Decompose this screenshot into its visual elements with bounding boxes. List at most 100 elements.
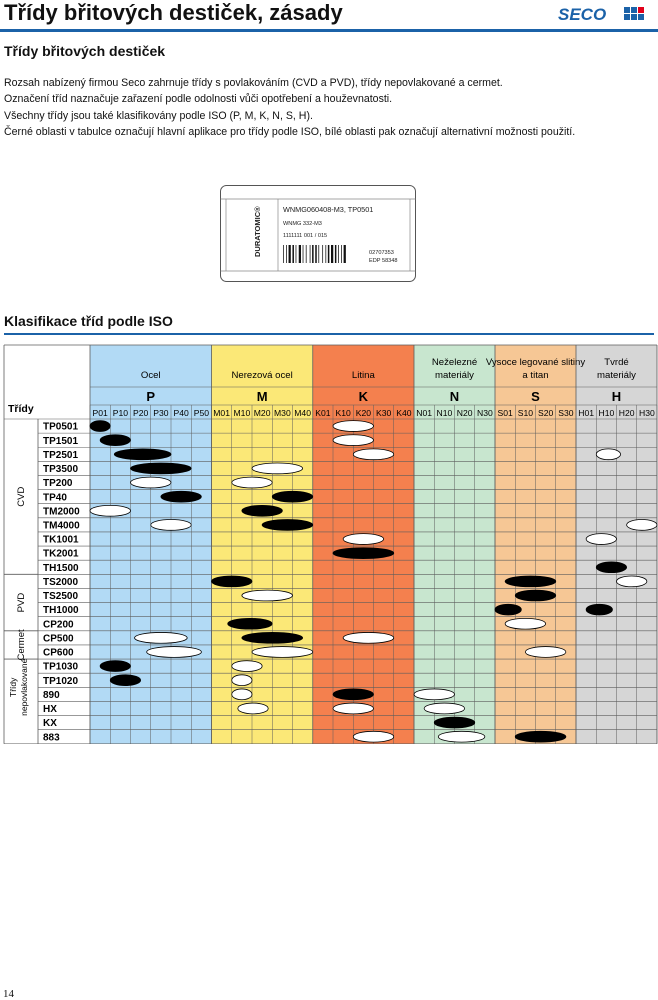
column-label: N30: [477, 408, 493, 418]
group-column-m: [211, 345, 313, 744]
table-header: Ocel P P01 P10 P20 P30 P40 P50 Nerezová ocel M M01…: [8, 357, 655, 418]
svg-text:WNMG060408-M3, TP0501: WNMG060408-M3, TP0501: [283, 205, 373, 214]
main-application-mark: [433, 716, 476, 729]
column-label: N10: [436, 408, 452, 418]
group-letter: N: [450, 389, 459, 404]
main-application-mark: [241, 504, 283, 517]
alternative-application-mark: [437, 730, 486, 743]
alternative-application-mark: [616, 575, 648, 588]
alternative-application-mark: [332, 420, 374, 432]
column-label: K20: [356, 408, 372, 418]
page-title: Třídy břitových destiček, zásady: [4, 0, 343, 25]
group-name: Litina: [352, 370, 376, 381]
alternative-application-mark: [504, 617, 547, 630]
main-application-mark: [99, 660, 131, 672]
grade-name: TS2000: [43, 577, 78, 588]
group-name: a titan: [522, 370, 548, 381]
main-application-mark: [332, 688, 374, 701]
page-number: 14: [3, 988, 14, 1000]
alternative-application-mark: [352, 730, 395, 743]
grade-name: KX: [43, 718, 57, 729]
table-grid: [3, 344, 658, 745]
column-label: S01: [497, 408, 513, 418]
section-heading-iso: Klasifikace tříd podle ISO: [4, 313, 173, 329]
alternative-application-mark: [352, 448, 395, 461]
alternative-application-mark: [524, 646, 567, 658]
main-application-mark: [99, 434, 131, 446]
alternative-application-mark: [423, 702, 466, 715]
svg-text:DURATOMIC®: DURATOMIC®: [253, 206, 262, 257]
alternative-application-mark: [595, 448, 621, 461]
main-application-mark: [271, 490, 314, 503]
main-application-mark: [241, 632, 304, 644]
column-label: P50: [194, 408, 210, 418]
column-label: M30: [274, 408, 291, 418]
alternative-application-mark: [134, 632, 188, 644]
column-label: M10: [234, 408, 251, 418]
column-label: K40: [396, 408, 412, 418]
group-name: Tvrdé: [604, 357, 629, 368]
main-application-mark: [585, 603, 613, 616]
main-application-mark: [514, 589, 557, 602]
main-application-mark: [514, 730, 567, 743]
grade-column: [4, 345, 90, 744]
grade-name: 883: [43, 732, 60, 743]
alternative-application-mark: [89, 504, 131, 517]
column-label: H10: [598, 408, 614, 418]
alternative-application-mark: [231, 688, 253, 701]
intro-paragraph: Označení tříd naznačuje zařazení podle o…: [4, 93, 393, 106]
svg-text:EDP 58348: EDP 58348: [369, 258, 398, 264]
grade-name: TP1020: [43, 676, 78, 687]
column-label: S30: [558, 408, 574, 418]
main-application-mark: [595, 561, 628, 574]
alternative-application-mark: [251, 646, 314, 658]
column-label: P10: [113, 408, 129, 418]
group-letter: P: [146, 389, 155, 404]
group-letter: K: [359, 389, 369, 404]
column-label: K10: [335, 408, 351, 418]
alternative-application-mark: [251, 462, 304, 475]
group-letter: M: [257, 389, 268, 404]
column-label: K01: [315, 408, 331, 418]
column-label: S20: [538, 408, 554, 418]
alternative-application-mark: [231, 660, 263, 672]
main-application-mark: [211, 575, 253, 588]
column-label: N01: [416, 408, 432, 418]
svg-text:WNMG 332-M3: WNMG 332-M3: [283, 221, 322, 227]
group-name: Nerezová ocel: [231, 370, 292, 381]
alternative-application-mark: [332, 434, 374, 446]
column-label: H30: [639, 408, 655, 418]
barcode: [283, 245, 346, 263]
alternative-application-mark: [231, 476, 273, 489]
iso-classification-table: Ocel P P01 P10 P20 P30 P40 P50 Nerezová ocel M M01…: [3, 344, 658, 745]
column-label: H20: [619, 408, 635, 418]
grade-name: HX: [43, 704, 57, 715]
main-application-mark: [130, 462, 192, 475]
grade-name: TS2500: [43, 591, 78, 602]
category-label: nepovlakované: [19, 658, 29, 715]
svg-text:02707353: 02707353: [369, 250, 394, 256]
group-name: materiály: [435, 370, 474, 381]
category-label: PVD: [16, 593, 27, 613]
intro-paragraph: Černé oblasti v tabulce označují hlavní …: [4, 125, 576, 138]
grade-name: TP0501: [43, 422, 78, 433]
alternative-application-mark: [413, 688, 455, 701]
group-name: Vysoce legované slitiny: [486, 357, 586, 368]
grade-name: TH1500: [43, 563, 79, 574]
main-application-mark: [109, 674, 142, 687]
grade-name: TK2001: [43, 549, 79, 560]
column-label: N20: [457, 408, 473, 418]
column-label: P20: [133, 408, 149, 418]
main-application-mark: [160, 490, 202, 503]
grade-name: CP200: [43, 619, 74, 630]
group-letter: H: [612, 389, 621, 404]
alternative-application-mark: [585, 533, 617, 545]
main-application-mark: [89, 420, 111, 432]
group-name: Neželezné: [432, 357, 477, 368]
category-label: Třídy: [8, 677, 18, 697]
column-label: S10: [518, 408, 534, 418]
grade-name: TM4000: [43, 521, 80, 532]
alternative-application-mark: [231, 674, 253, 687]
grade-name: 890: [43, 690, 60, 701]
intro-paragraph: Všechny třídy jsou také klasifikovány po…: [4, 109, 313, 122]
